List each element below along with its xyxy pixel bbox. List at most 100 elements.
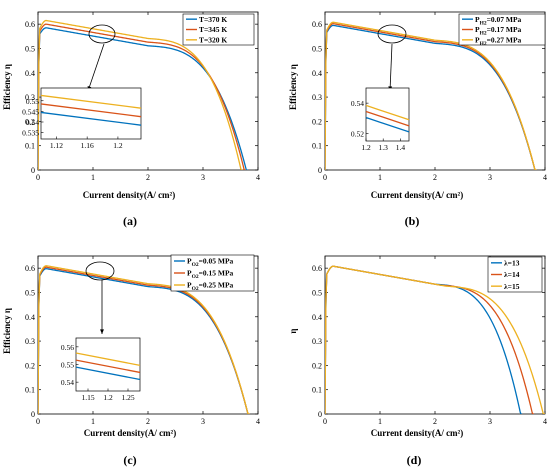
y-tick-label: 0.5 — [25, 288, 35, 297]
legend-box — [458, 13, 546, 46]
inset-line-2 — [365, 110, 410, 127]
y-tick-label: 0.6 — [312, 264, 322, 273]
y-tick-label: 0.4 — [312, 69, 322, 78]
legend-label-rest: =0.27 MPa — [487, 35, 522, 44]
x-tick-label: 4 — [543, 173, 547, 182]
zoom-ellipse — [377, 24, 407, 44]
legend-label-sub: O2 — [192, 286, 199, 292]
legend-label-sub: O2 — [192, 274, 199, 280]
x-axis-label: Current density(A/ cm²) — [371, 428, 464, 438]
legend-label-base: P — [475, 25, 480, 34]
legend-label: T=370 K — [199, 15, 227, 24]
legend-label: PO2=0.25 MPa — [187, 281, 234, 293]
y-tick-label: 0.1 — [25, 142, 35, 151]
series-line-3 — [38, 265, 250, 414]
inset-y-tick-label: 0.52 — [351, 129, 364, 138]
y-tick-label: 0.5 — [312, 44, 322, 53]
inset-line-1 — [365, 116, 410, 133]
y-tick-label: 0.2 — [312, 361, 322, 370]
legend-label-rest: =0.05 MPa — [199, 257, 234, 266]
x-tick-label: 2 — [146, 417, 150, 426]
x-axis-label: Current density(A/ cm²) — [371, 190, 464, 200]
y-tick-label: 0.2 — [25, 361, 35, 370]
inset-line-1 — [75, 366, 141, 381]
x-axis-label: Current density(A/ cm²) — [83, 190, 176, 200]
zoom-ellipse — [88, 24, 116, 44]
x-tick-label: 2 — [433, 173, 437, 182]
panel-caption: (d) — [407, 453, 422, 467]
inset-y-tick-label: 0.545 — [22, 107, 39, 116]
inset-box — [40, 87, 142, 140]
legend-label: PH2=0.07 MPa — [475, 15, 522, 27]
legend-label-base: P — [187, 269, 192, 278]
panel-caption: (a) — [123, 214, 137, 228]
panel-caption: (b) — [405, 214, 420, 228]
y-axis-label: η — [288, 328, 298, 333]
x-tick-label: 1 — [378, 417, 382, 426]
inset-line-2 — [75, 359, 141, 374]
x-tick-label: 1 — [91, 173, 95, 182]
inset-x-tick-label: 1.15 — [81, 393, 94, 402]
legend-label: λ=13 — [504, 258, 520, 267]
x-tick-label: 3 — [201, 173, 205, 182]
x-axis-label: Current density(A/ cm²) — [84, 428, 177, 438]
legend-label-base: P — [187, 257, 192, 266]
panel-d: 0 1 2 3 4 0 0.1 0.2 0.3 0.4 0.5 0.6 Current density(… — [288, 255, 547, 467]
y-tick-label: 0.6 — [25, 20, 35, 29]
y-tick-label: 0.4 — [312, 313, 322, 322]
x-tick-label: 2 — [146, 173, 150, 182]
x-tick-label: 1 — [91, 417, 95, 426]
legend-label-rest: =0.17 MPa — [487, 25, 522, 34]
inset-x-tick-label: 1.2 — [361, 143, 371, 152]
y-axis-label: Efficiency η — [2, 64, 12, 110]
inset-line-1 — [40, 111, 142, 126]
x-tick-label: 4 — [256, 417, 260, 426]
panel-caption: (c) — [123, 453, 136, 467]
inset-x-tick-label: 1.12 — [50, 141, 63, 150]
inset-y-tick-label: 0.535 — [22, 129, 39, 138]
y-tick-label: 0.3 — [312, 337, 322, 346]
y-tick-label: 0.4 — [25, 69, 35, 78]
legend-label: PH2=0.27 MPa — [475, 35, 522, 47]
inset-line-3 — [365, 104, 410, 121]
series-line-3 — [325, 265, 545, 414]
legend-label-rest: =0.15 MPa — [199, 269, 234, 278]
x-tick-label: 2 — [433, 417, 437, 426]
inset-x-tick-label: 1.3 — [379, 143, 389, 152]
inset-x-tick-label: 1.25 — [121, 393, 134, 402]
inset-line-2 — [40, 103, 142, 118]
x-tick-label: 3 — [488, 417, 492, 426]
x-tick-label: 3 — [201, 417, 205, 426]
legend-label-sub: H2 — [480, 20, 487, 26]
inset-x-tick-label: 1.4 — [396, 143, 406, 152]
zoom-arrowhead — [100, 329, 104, 334]
y-tick-label: 0.5 — [312, 288, 322, 297]
legend-label: λ=14 — [504, 270, 520, 279]
inset-x-tick-label: 1.16 — [81, 141, 94, 150]
y-tick-label: 0.1 — [312, 386, 322, 395]
inset: 1.15 1.2 1.25 0.54 0.55 0.56 — [61, 337, 141, 402]
x-tick-label: 3 — [488, 173, 492, 182]
panel-c: 0 1 2 3 4 0 0.1 0.2 0.3 0.4 0.5 0.6 Current density(… — [2, 254, 260, 467]
y-tick-label: 0.2 — [312, 117, 322, 126]
inset-x-tick-label: 1.2 — [113, 141, 123, 150]
series-line-1 — [325, 24, 537, 170]
y-tick-label: 0 — [318, 166, 322, 175]
y-tick-label: 0.1 — [312, 142, 322, 151]
y-tick-label: 0 — [318, 410, 322, 419]
inset-y-tick-label: 0.56 — [61, 343, 74, 352]
y-axis-label: Efficiency η — [2, 308, 12, 354]
legend-label-sub: O2 — [192, 262, 199, 268]
x-tick-label: 0 — [36, 173, 40, 182]
y-tick-label: 0.2 — [25, 117, 35, 126]
legend-label: PH2=0.17 MPa — [475, 25, 522, 37]
legend-label: PO2=0.05 MPa — [187, 257, 234, 269]
y-axis-label: Efficiency η — [288, 64, 298, 110]
inset-y-tick-label: 0.55 — [26, 97, 39, 106]
legend-label: T=320 K — [199, 35, 227, 44]
series-line-2 — [325, 23, 537, 170]
inset-box — [365, 87, 410, 142]
x-tick-label: 0 — [323, 173, 327, 182]
